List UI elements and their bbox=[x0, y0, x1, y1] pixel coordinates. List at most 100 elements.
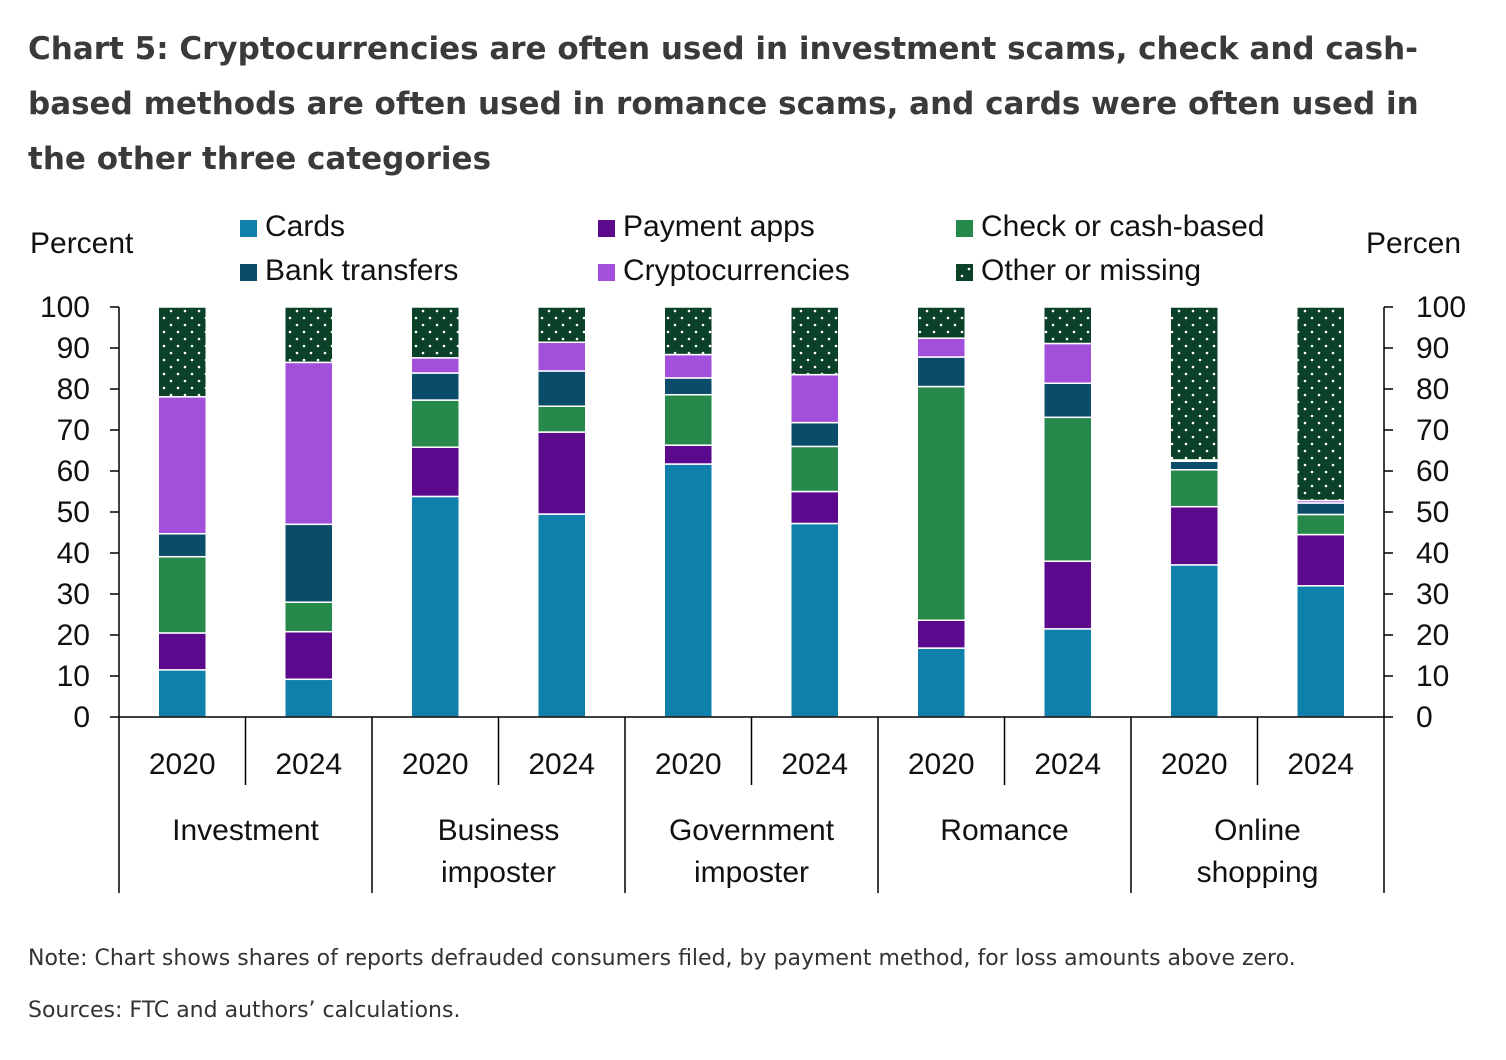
x-group-label: Business bbox=[438, 814, 560, 847]
y-tick-label-right: 50 bbox=[1416, 496, 1449, 529]
y-tick-label-left: 60 bbox=[57, 455, 90, 488]
bar-segment-check-or-cash-based bbox=[284, 601, 334, 633]
bar-segment-other-or-missing bbox=[284, 306, 334, 364]
bar-stack bbox=[916, 306, 966, 718]
y-tick-label-left: 50 bbox=[57, 496, 90, 529]
bar-segment-cards bbox=[663, 463, 713, 718]
bar-stack bbox=[410, 306, 460, 718]
x-tick-label-year: 2024 bbox=[781, 748, 848, 781]
bar-segment-other-or-missing bbox=[1043, 306, 1093, 345]
legend-swatch-other-or-missing bbox=[956, 264, 973, 281]
bar-segment-other-or-missing bbox=[663, 306, 713, 356]
x-group-label: Investment bbox=[172, 814, 319, 847]
legend-swatch-cards bbox=[240, 220, 257, 237]
bar-segment-payment-apps bbox=[157, 632, 207, 671]
x-group-label: Romance bbox=[940, 814, 1068, 847]
x-group-label: Government bbox=[669, 814, 835, 847]
x-tick-label-year: 2024 bbox=[275, 748, 342, 781]
bar-segment-other-or-missing bbox=[1296, 306, 1346, 502]
chart-note: Note: Chart shows shares of reports defr… bbox=[28, 946, 1296, 971]
bar-segment-bank-transfers bbox=[1296, 502, 1346, 516]
bar-segment-cards bbox=[410, 495, 460, 718]
x-tick-label-year: 2020 bbox=[402, 748, 469, 781]
legend-label-other-or-missing: Other or missing bbox=[981, 254, 1201, 287]
bar-segment-check-or-cash-based bbox=[790, 445, 840, 493]
bar-segment-payment-apps bbox=[916, 619, 966, 649]
bar-segment-payment-apps bbox=[1169, 505, 1219, 566]
chart: Cards Payment apps Check or cash-based Bank… bbox=[30, 210, 1466, 893]
legend-swatch-payment-apps bbox=[598, 220, 615, 237]
bar-segment-check-or-cash-based bbox=[410, 399, 460, 448]
bar-segment-cryptocurrencies bbox=[663, 353, 713, 379]
bar-segment-other-or-missing bbox=[1169, 306, 1219, 461]
bar-segment-other-or-missing bbox=[537, 306, 587, 344]
bar-segment-other-or-missing bbox=[790, 306, 840, 376]
bar-segment-payment-apps bbox=[790, 490, 840, 525]
bar-segment-cards bbox=[790, 522, 840, 718]
bar-segment-cards bbox=[157, 669, 207, 718]
bars bbox=[157, 306, 1346, 718]
bar-segment-payment-apps bbox=[1296, 533, 1346, 587]
chart-source: Sources: FTC and authors’ calculations. bbox=[28, 998, 461, 1023]
bar-segment-bank-transfers bbox=[157, 532, 207, 558]
y-tick-label-right: 100 bbox=[1416, 291, 1466, 324]
y-ticks: 0 0 10 10 20 20 30 30 40 40 50 50 60 60 70 70 80 80 90 90 10… bbox=[40, 291, 1466, 734]
bar-segment-cryptocurrencies bbox=[1043, 342, 1093, 385]
bar-stack bbox=[1169, 306, 1219, 718]
y-tick-label-right: 90 bbox=[1416, 332, 1449, 365]
legend-swatch-cryptocurrencies bbox=[598, 264, 615, 281]
legend-label-payment-apps: Payment apps bbox=[623, 210, 815, 243]
y-tick-label-left: 10 bbox=[57, 660, 90, 693]
bar-stack bbox=[1296, 306, 1346, 718]
bar-segment-bank-transfers bbox=[1043, 382, 1093, 419]
bar-segment-check-or-cash-based bbox=[157, 555, 207, 634]
y-tick-label-left: 30 bbox=[57, 578, 90, 611]
y-tick-label-right: 70 bbox=[1416, 414, 1449, 447]
y-tick-label-left: 70 bbox=[57, 414, 90, 447]
x-tick-label-year: 2020 bbox=[908, 748, 975, 781]
bar-segment-other-or-missing bbox=[916, 306, 966, 339]
bar-segment-check-or-cash-based bbox=[1043, 416, 1093, 562]
x-axis: 2020 2024 Investment 2020 2024 Business impost… bbox=[118, 716, 1385, 893]
bar-segment-payment-apps bbox=[410, 446, 460, 498]
bar-segment-cards bbox=[284, 678, 334, 718]
bar-segment-cards bbox=[1043, 628, 1093, 718]
bar-segment-cards bbox=[916, 647, 966, 718]
bar-segment-cards bbox=[1296, 585, 1346, 718]
bar-stack bbox=[537, 306, 587, 718]
bar-stack bbox=[790, 306, 840, 718]
bar-segment-payment-apps bbox=[663, 444, 713, 465]
x-group-label: shopping bbox=[1197, 856, 1319, 889]
bar-segment-bank-transfers bbox=[916, 356, 966, 388]
x-tick-label-year: 2024 bbox=[1287, 748, 1354, 781]
x-tick-label-year: 2024 bbox=[1034, 748, 1101, 781]
bar-segment-cryptocurrencies bbox=[284, 361, 334, 526]
bar-segment-check-or-cash-based bbox=[663, 393, 713, 446]
legend-label-cards: Cards bbox=[265, 210, 345, 243]
y-tick-label-left: 0 bbox=[73, 701, 90, 734]
bar-segment-cryptocurrencies bbox=[790, 373, 840, 424]
bar-segment-bank-transfers bbox=[1169, 460, 1219, 471]
y-tick-label-left: 80 bbox=[57, 373, 90, 406]
x-group-label: Online bbox=[1214, 814, 1301, 847]
bar-segment-payment-apps bbox=[1043, 560, 1093, 630]
bar-stack bbox=[663, 306, 713, 718]
y-tick-label-right: 20 bbox=[1416, 619, 1449, 652]
legend-label-check-or-cash-based: Check or cash-based bbox=[981, 210, 1264, 243]
legend: Cards Payment apps Check or cash-based Bank… bbox=[240, 210, 1264, 287]
x-tick-label-year: 2024 bbox=[528, 748, 595, 781]
x-tick-label-year: 2020 bbox=[1161, 748, 1228, 781]
x-tick-label-year: 2020 bbox=[149, 748, 216, 781]
bar-segment-other-or-missing bbox=[157, 306, 207, 398]
bar-segment-bank-transfers bbox=[537, 370, 587, 407]
bar-segment-bank-transfers bbox=[410, 372, 460, 401]
y-tick-label-left: 90 bbox=[57, 332, 90, 365]
bar-segment-check-or-cash-based bbox=[1169, 469, 1219, 508]
bar-segment-payment-apps bbox=[537, 431, 587, 515]
y-tick-label-right: 30 bbox=[1416, 578, 1449, 611]
bar-segment-bank-transfers bbox=[284, 523, 334, 603]
bar-segment-cards bbox=[537, 513, 587, 718]
y-tick-label-left: 100 bbox=[40, 291, 90, 324]
y-axis-label-right: Percen bbox=[1366, 227, 1461, 260]
legend-label-cryptocurrencies: Cryptocurrencies bbox=[623, 254, 850, 287]
